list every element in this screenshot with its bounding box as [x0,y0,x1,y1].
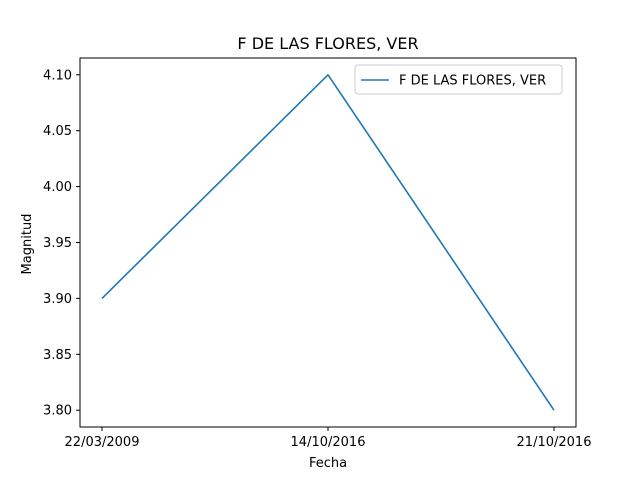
x-tick-label: 21/10/2016 [517,435,592,450]
y-tick-label: 4.00 [43,180,72,195]
plot-area: 3.80 3.85 3.90 3.95 4.00 4.05 4.10 22/03/2009 14… [43,57,592,450]
y-tick-label: 3.90 [43,292,72,307]
x-axis-label: Fecha [309,456,347,471]
chart-title: F DE LAS FLORES, VER [237,34,418,53]
y-tick-label: 3.80 [43,404,72,419]
legend-label: F DE LAS FLORES, VER [399,74,546,89]
y-tick-label: 3.85 [43,348,72,363]
y-tick-label: 3.95 [43,236,72,251]
y-axis-label: Magnitud [20,214,35,275]
legend-box [354,64,563,95]
x-tick-label: 22/03/2009 [65,435,140,450]
y-tick-label: 4.05 [43,124,72,139]
x-tick-label: 14/10/2016 [291,435,366,450]
y-tick-label: 4.10 [43,68,72,83]
series-line [101,74,555,411]
